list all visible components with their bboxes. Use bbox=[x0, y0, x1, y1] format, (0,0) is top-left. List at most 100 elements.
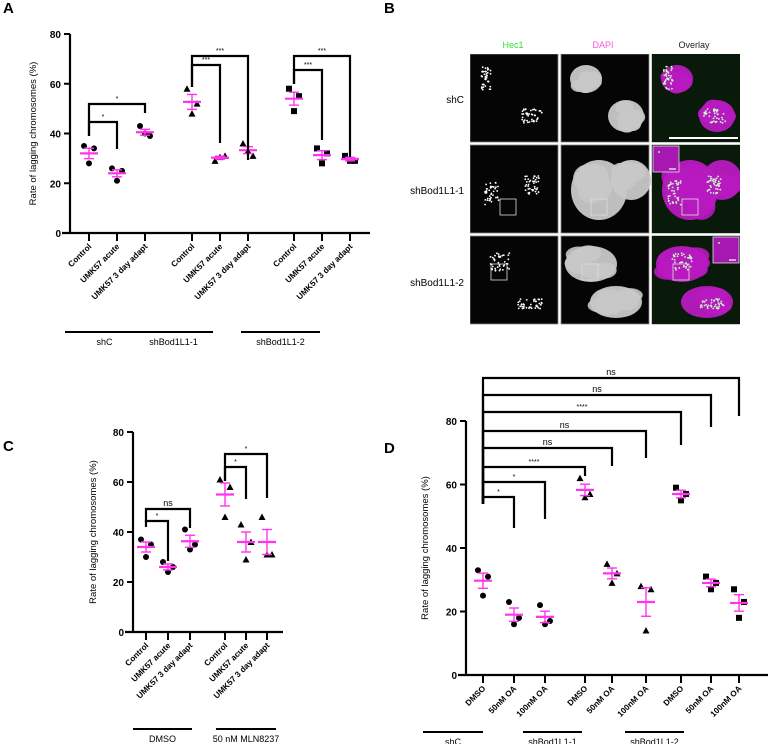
data-point bbox=[211, 157, 219, 164]
y-tick-label: 20 bbox=[113, 578, 125, 589]
group-label: 50 nM MLN8237 bbox=[213, 734, 280, 744]
significance-label: ns bbox=[606, 367, 616, 377]
column-header-hec1: Hec1 bbox=[502, 40, 524, 50]
data-point bbox=[296, 93, 302, 100]
x-tick-label: Control bbox=[66, 242, 93, 269]
data-point bbox=[319, 160, 325, 167]
micrograph-r0-c0 bbox=[470, 54, 559, 143]
significance-label: * bbox=[156, 513, 159, 520]
data-point bbox=[731, 586, 737, 593]
group-label: shC bbox=[445, 737, 462, 744]
data-point bbox=[147, 132, 153, 139]
row-label-shc: shC bbox=[446, 95, 464, 106]
y-tick-label: 40 bbox=[446, 544, 458, 555]
x-tick-label: UMK57 3 day adapt bbox=[90, 242, 150, 302]
roi-box bbox=[581, 263, 599, 281]
significance-label: *** bbox=[304, 62, 312, 69]
x-tick-label: DMSO bbox=[662, 684, 686, 708]
data-point bbox=[114, 177, 120, 184]
row-label-shbod1l1-2: shBod1L1-2 bbox=[410, 278, 464, 289]
data-point bbox=[188, 110, 196, 117]
y-axis-label: Rate of lagging chromosomes (%) bbox=[420, 476, 431, 620]
significance-label: * bbox=[102, 114, 105, 121]
y-tick-label: 20 bbox=[446, 608, 458, 619]
roi-box bbox=[681, 198, 699, 216]
roi-box bbox=[499, 198, 517, 216]
y-tick-label: 20 bbox=[50, 179, 62, 190]
roi-box bbox=[590, 198, 608, 216]
data-point bbox=[485, 573, 491, 580]
significance-bracket bbox=[87, 102, 147, 136]
significance-label: **** bbox=[577, 404, 588, 411]
group-label: shBod1L1-2 bbox=[256, 337, 305, 347]
panel-letter-c: C bbox=[3, 438, 14, 455]
panel-letter-d: D bbox=[384, 440, 395, 457]
y-tick-label: 60 bbox=[446, 481, 458, 492]
data-point bbox=[581, 493, 589, 501]
significance-bracket bbox=[144, 519, 170, 561]
data-point bbox=[183, 85, 191, 92]
data-point bbox=[480, 592, 486, 599]
data-point bbox=[511, 621, 517, 628]
data-point bbox=[216, 476, 224, 483]
data-point bbox=[193, 100, 201, 107]
x-tick-label: 100nM OA bbox=[616, 684, 651, 719]
chart-panel-d: 0 20 40 60 80 Rate of lagging chromosomes (%)… bbox=[420, 367, 768, 744]
y-tick-label: 60 bbox=[50, 80, 62, 91]
chart-panel-a: 0 20 40 60 80 Rate of lagging chromosomes (%)… bbox=[28, 30, 370, 347]
significance-bracket bbox=[292, 54, 352, 157]
significance-bracket bbox=[223, 452, 269, 498]
data-point bbox=[678, 497, 684, 504]
data-point bbox=[708, 586, 714, 593]
y-tick-label: 80 bbox=[50, 30, 62, 41]
y-tick-label: 40 bbox=[50, 130, 62, 141]
data-point bbox=[324, 150, 330, 157]
y-tick-label: 80 bbox=[446, 417, 458, 428]
column-header-dapi: DAPI bbox=[592, 40, 614, 50]
data-point bbox=[249, 152, 257, 159]
significance-bracket bbox=[481, 376, 741, 504]
significance-label: ns bbox=[163, 498, 173, 508]
significance-bracket bbox=[144, 507, 192, 528]
x-tick-label: 100nM OA bbox=[515, 684, 550, 719]
data-point bbox=[137, 123, 143, 130]
significance-bracket bbox=[481, 495, 516, 528]
significance-label: *** bbox=[318, 48, 326, 55]
y-tick-label: 0 bbox=[451, 671, 457, 682]
group-label: shBod1L1-1 bbox=[528, 737, 577, 744]
group-label: shC bbox=[96, 337, 113, 347]
significance-label: * bbox=[245, 446, 248, 453]
significance-label: ns bbox=[560, 420, 570, 430]
significance-label: ns bbox=[543, 437, 553, 447]
y-axis-label: Rate of lagging chromosomes (%) bbox=[88, 460, 99, 604]
data-point bbox=[187, 546, 193, 553]
data-point bbox=[239, 139, 247, 147]
significance-bracket bbox=[87, 120, 119, 149]
data-point bbox=[576, 474, 584, 482]
column-header-overlay: Overlay bbox=[678, 40, 710, 50]
significance-bracket bbox=[481, 465, 587, 504]
roi-box bbox=[672, 263, 690, 281]
significance-label: * bbox=[497, 489, 500, 496]
significance-label: * bbox=[513, 474, 516, 481]
data-point bbox=[237, 521, 245, 528]
data-point bbox=[537, 602, 543, 609]
y-tick-label: 80 bbox=[113, 428, 125, 439]
row-label-shbod1l1-1: shBod1L1-1 bbox=[410, 186, 464, 197]
micrograph-r1-c0 bbox=[470, 144, 559, 234]
group-label: shBod1L1-2 bbox=[630, 737, 679, 744]
panel-letter-b: B bbox=[384, 0, 395, 17]
data-point bbox=[314, 145, 320, 152]
chart-panel-c: 0 20 40 60 80 Rate of lagging chromosomes (%)… bbox=[88, 428, 283, 744]
data-point bbox=[516, 614, 522, 621]
y-axis-label: Rate of lagging chromosomes (%) bbox=[28, 62, 39, 206]
data-point bbox=[286, 85, 292, 92]
micrograph-grid bbox=[470, 54, 740, 325]
data-point bbox=[182, 526, 188, 533]
data-point bbox=[143, 554, 149, 560]
x-tick-label: Control bbox=[169, 242, 196, 269]
data-point bbox=[342, 152, 348, 159]
data-point bbox=[242, 556, 250, 563]
group-label: DMSO bbox=[149, 734, 176, 744]
roi-box bbox=[490, 263, 508, 281]
